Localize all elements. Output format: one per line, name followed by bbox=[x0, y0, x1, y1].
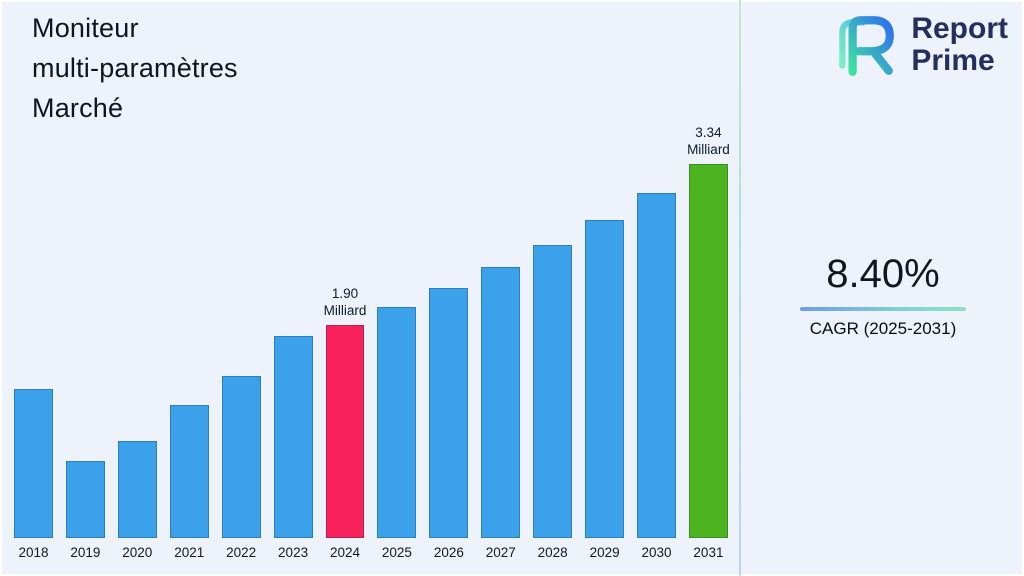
reportprime-logo: Report Prime bbox=[829, 12, 1008, 78]
bar-column: 2019 bbox=[65, 461, 105, 560]
x-tick-label: 2030 bbox=[641, 545, 672, 560]
bar-value-label-line: 3.34 bbox=[695, 125, 722, 140]
title-line-3: Marché bbox=[32, 93, 124, 123]
x-tick-label: 2031 bbox=[693, 545, 724, 560]
bar-2026 bbox=[429, 288, 469, 538]
logo-text-report: Report bbox=[911, 12, 1008, 45]
bar-2029 bbox=[585, 220, 625, 538]
bar-column: 2027 bbox=[481, 267, 521, 560]
bar-column: 2020 bbox=[117, 441, 157, 560]
bar-2023 bbox=[273, 336, 313, 538]
cagr-label: CAGR (2025-2031) bbox=[809, 319, 957, 338]
title-line-1: Moniteur bbox=[32, 13, 139, 43]
bar-column: 2029 bbox=[585, 220, 625, 560]
bar-column: 2023 bbox=[273, 336, 313, 560]
bar-2025 bbox=[377, 307, 417, 538]
bar-value-label-line: Milliard bbox=[687, 142, 730, 157]
bar-column: 3.34 Milliard 2031 bbox=[687, 124, 730, 560]
reportprime-logo-icon bbox=[839, 16, 895, 76]
bar-value-label-line: 1.90 bbox=[331, 286, 359, 301]
bar-chart: 2018 2019 2020 2021 2022 2023 1.90 Milliard 2024… bbox=[14, 80, 730, 560]
x-tick-label: 2028 bbox=[537, 545, 568, 560]
x-tick-label: 2020 bbox=[122, 545, 153, 560]
bar-2027 bbox=[481, 267, 521, 538]
bar-2030 bbox=[637, 193, 676, 538]
logo-text-prime: Prime bbox=[911, 44, 995, 77]
bar-column: 2030 bbox=[637, 193, 676, 560]
x-tick-label: 2025 bbox=[381, 545, 412, 560]
divider-line bbox=[739, 0, 741, 576]
bar-column: 2018 bbox=[14, 389, 53, 560]
bar-2020 bbox=[117, 441, 157, 538]
bar-value-label: 1.90 Milliard bbox=[324, 285, 367, 319]
x-tick-label: 2019 bbox=[70, 545, 101, 560]
x-tick-label: 2018 bbox=[18, 545, 49, 560]
title-line-2: multi-paramètres bbox=[32, 53, 238, 83]
bar-2019 bbox=[65, 461, 105, 538]
bar-column: 1.90 Milliard 2024 bbox=[324, 285, 367, 560]
bar-2028 bbox=[533, 245, 573, 538]
x-tick-label: 2026 bbox=[433, 545, 464, 560]
bar-value-label: 3.34 Milliard bbox=[687, 124, 730, 158]
reportprime-logo-text: Report Prime bbox=[911, 13, 1008, 77]
x-tick-label: 2029 bbox=[589, 545, 620, 560]
x-tick-label: 2027 bbox=[485, 545, 516, 560]
cagr-value: 8.40% bbox=[826, 252, 940, 296]
bar-2024 bbox=[325, 325, 365, 538]
x-tick-label: 2023 bbox=[278, 545, 309, 560]
bar-2018 bbox=[14, 389, 53, 538]
cagr-stat: 8.40% CAGR (2025-2031) bbox=[798, 252, 968, 339]
bar-column: 2028 bbox=[533, 245, 573, 560]
bar-2021 bbox=[169, 405, 209, 538]
x-tick-label: 2022 bbox=[226, 545, 257, 560]
cagr-underline bbox=[800, 307, 966, 311]
x-tick-label: 2021 bbox=[174, 545, 205, 560]
x-tick-label: 2024 bbox=[329, 545, 361, 560]
bar-column: 2022 bbox=[221, 376, 261, 560]
bar-value-label-line: Milliard bbox=[323, 303, 367, 318]
bar-2022 bbox=[221, 376, 261, 538]
page-title: Moniteur multi-paramètres Marché bbox=[32, 8, 238, 128]
bar-column: 2025 bbox=[377, 307, 417, 560]
bar-column: 2021 bbox=[169, 405, 209, 560]
bar-column: 2026 bbox=[429, 288, 469, 560]
bar-2031 bbox=[688, 164, 728, 538]
